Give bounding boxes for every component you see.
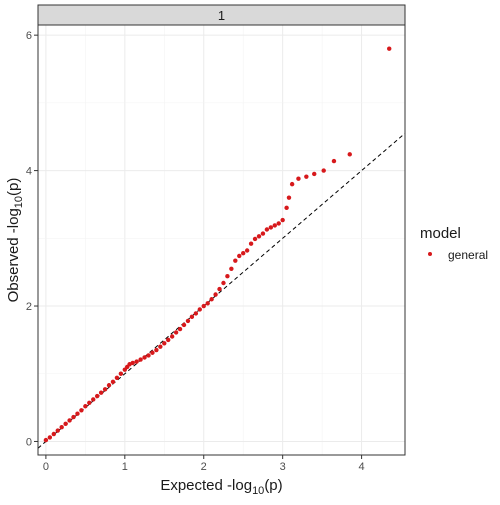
data-point xyxy=(387,46,392,51)
data-point xyxy=(296,176,301,181)
legend: model general xyxy=(420,225,488,262)
data-point xyxy=(205,301,210,306)
data-point xyxy=(241,251,246,256)
data-point xyxy=(150,350,155,355)
data-point xyxy=(177,326,183,332)
data-points xyxy=(43,46,392,443)
data-point xyxy=(94,393,100,399)
data-point xyxy=(286,195,292,200)
data-point xyxy=(304,174,309,179)
data-point xyxy=(102,387,108,392)
data-point xyxy=(166,337,171,343)
legend-key-general xyxy=(428,252,432,256)
data-point xyxy=(276,221,281,226)
data-point xyxy=(138,357,143,362)
data-point xyxy=(252,236,258,242)
x-tick-label: 3 xyxy=(280,461,286,473)
data-point xyxy=(71,414,76,420)
data-point xyxy=(347,152,352,157)
x-tick-label: 0 xyxy=(43,461,49,473)
data-point xyxy=(233,258,238,263)
data-point xyxy=(193,311,199,316)
legend-title: model xyxy=(420,225,461,242)
grid-lines xyxy=(38,25,405,455)
data-point xyxy=(110,379,116,385)
data-point xyxy=(91,397,96,402)
data-point xyxy=(47,435,53,440)
y-tick-label: 4 xyxy=(26,166,32,178)
data-point xyxy=(106,383,112,388)
data-point xyxy=(55,428,60,433)
data-point xyxy=(331,158,337,164)
data-point xyxy=(51,431,56,437)
data-point xyxy=(289,181,295,187)
data-point xyxy=(284,205,289,211)
y-axis-title: Observed -log10(p) xyxy=(5,178,25,303)
data-point xyxy=(114,375,120,381)
data-point xyxy=(181,322,187,328)
data-point xyxy=(312,171,317,177)
data-point xyxy=(229,266,234,271)
data-point xyxy=(158,344,163,349)
data-point xyxy=(146,353,151,358)
data-point xyxy=(134,359,139,364)
facet-label: 1 xyxy=(218,8,225,23)
data-point xyxy=(118,371,124,376)
data-point xyxy=(83,404,88,409)
data-point xyxy=(130,360,135,366)
data-point xyxy=(201,303,206,309)
data-point xyxy=(268,225,274,230)
data-point xyxy=(264,227,270,232)
data-point xyxy=(280,217,285,223)
legend-label-general: general xyxy=(448,248,488,262)
x-tick-label: 1 xyxy=(122,461,128,473)
data-point xyxy=(237,253,242,259)
y-tick-label: 0 xyxy=(26,436,32,448)
data-point xyxy=(225,274,230,279)
data-point xyxy=(98,390,104,395)
x-tick-label: 4 xyxy=(359,461,365,473)
data-point xyxy=(213,292,218,297)
plot-panel xyxy=(38,25,405,455)
data-point xyxy=(197,307,202,312)
data-point xyxy=(87,400,92,406)
data-point xyxy=(260,231,266,236)
data-point xyxy=(59,425,64,430)
data-point xyxy=(189,314,195,320)
data-point xyxy=(209,297,214,302)
x-tick-label: 2 xyxy=(201,461,207,473)
y-axis: 0 2 4 6 xyxy=(26,30,38,448)
data-point xyxy=(154,347,159,353)
data-point xyxy=(256,234,262,239)
x-axis: 0 1 2 3 4 xyxy=(43,455,365,473)
data-point xyxy=(221,280,226,286)
data-point xyxy=(173,330,179,335)
y-tick-label: 2 xyxy=(26,301,32,313)
x-axis-title: Expected -log10(p) xyxy=(160,477,282,497)
data-point xyxy=(244,248,250,253)
data-point xyxy=(321,168,326,173)
data-point xyxy=(79,408,84,413)
data-point xyxy=(248,241,254,246)
data-point xyxy=(272,223,277,228)
data-point xyxy=(142,355,147,360)
data-point xyxy=(169,334,175,339)
data-point xyxy=(63,421,68,427)
data-point xyxy=(43,437,49,443)
data-point xyxy=(217,286,222,292)
panel-border xyxy=(37,24,406,456)
y-tick-label: 6 xyxy=(26,30,32,42)
data-point xyxy=(185,318,191,324)
data-point xyxy=(162,341,167,346)
data-point xyxy=(67,418,72,423)
data-point xyxy=(75,411,80,416)
